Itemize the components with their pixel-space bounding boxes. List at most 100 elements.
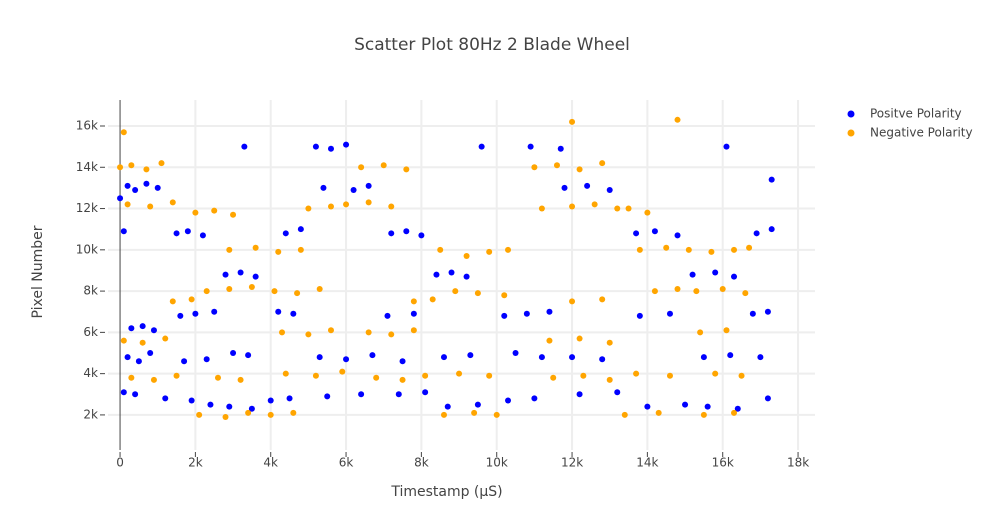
scatter-point [196,411,203,418]
scatter-point [437,246,444,253]
scatter-point [267,397,274,404]
scatter-point [569,118,576,125]
chart-title: Scatter Plot 80Hz 2 Blade Wheel [354,35,630,55]
scatter-point [365,182,372,189]
scatter-point [474,290,481,297]
scatter-point [727,352,734,359]
scatter-point [139,339,146,346]
scatter-point [120,228,127,235]
scatter-point [633,370,640,377]
scatter-point [651,228,658,235]
scatter-point [452,288,459,295]
scatter-point [162,395,169,402]
scatter-point [290,409,297,416]
scatter-point [282,370,289,377]
scatter-point [211,308,218,315]
scatter-point [128,374,135,381]
x-tick-label: 2k [188,456,203,470]
legend-marker[interactable] [847,129,855,137]
scatter-point [512,350,519,357]
legend-marker[interactable] [847,110,855,118]
scatter-point [429,296,436,303]
scatter-point [738,372,745,379]
scatter-point [343,356,350,363]
x-axis-title: Timestamp (μS) [390,484,502,500]
scatter-point [128,325,135,332]
y-tick-label: 6k [83,325,98,339]
scatter-point [561,184,568,191]
x-tick-label: 10k [486,456,508,470]
scatter-point [150,376,157,383]
scatter-point [124,201,131,208]
scatter-point [120,337,127,344]
scatter-point [222,271,229,278]
scatter-point [365,199,372,206]
scatter-point [294,290,301,297]
scatter-point [158,160,165,167]
scatter-point [636,246,643,253]
scatter-point [230,350,237,357]
scatter-point [275,308,282,315]
x-tick-label: 4k [263,456,278,470]
scatter-point [245,409,252,416]
x-tick-label: 8k [414,456,429,470]
scatter-point [576,335,583,342]
y-tick-label: 8k [83,284,98,298]
scatter-point [211,207,218,214]
scatter-point [124,354,131,361]
scatter-point [230,211,237,218]
scatter-point [143,166,150,173]
scatter-point [290,310,297,317]
scatter-point [463,253,470,260]
scatter-point [117,195,124,202]
scatter-point [181,358,188,365]
scatter-point [279,329,286,336]
scatter-point [297,226,304,233]
scatter-point [731,246,738,253]
scatter-point [226,246,233,253]
scatter-point [237,269,244,276]
scatter-point [422,372,429,379]
scatter-point [184,228,191,235]
scatter-point [422,389,429,396]
legend[interactable]: Positve Polarity Negative Polarity [847,107,973,140]
scatter-point [768,226,775,233]
x-tick-label: 0 [116,456,124,470]
scatter-point [275,248,282,255]
scatter-point [576,391,583,398]
scatter-point [666,372,673,379]
scatter-point [546,308,553,315]
scatter-point [188,397,195,404]
scatter-point [327,203,334,210]
scatter-point [651,288,658,295]
scatter-point [614,205,621,212]
scatter-point [388,203,395,210]
x-tick-label: 16k [712,456,734,470]
scatter-point [297,246,304,253]
scatter-point [553,162,560,169]
scatter-point [267,411,274,418]
scatter-point [764,308,771,315]
scatter-point [550,374,557,381]
scatter-point [124,182,131,189]
scatter-point [199,232,206,239]
legend-label[interactable]: Negative Polarity [870,126,973,140]
scatter-point [117,164,124,171]
scatter-point [440,411,447,418]
scatter-point [757,354,764,361]
scatter-point [226,403,233,410]
scatter-point [693,288,700,295]
scatter-point [674,232,681,239]
y-tick-label: 16k [76,119,98,133]
legend-label[interactable]: Positve Polarity [870,107,962,121]
scatter-point [682,401,689,408]
scatter-point [569,203,576,210]
scatter-point [663,244,670,251]
scatter-point [471,409,478,416]
scatter-point [746,244,753,251]
scatter-point [712,370,719,377]
scatter-point [456,370,463,377]
scatter-point [580,372,587,379]
scatter-point [474,401,481,408]
scatter-point [749,310,756,317]
